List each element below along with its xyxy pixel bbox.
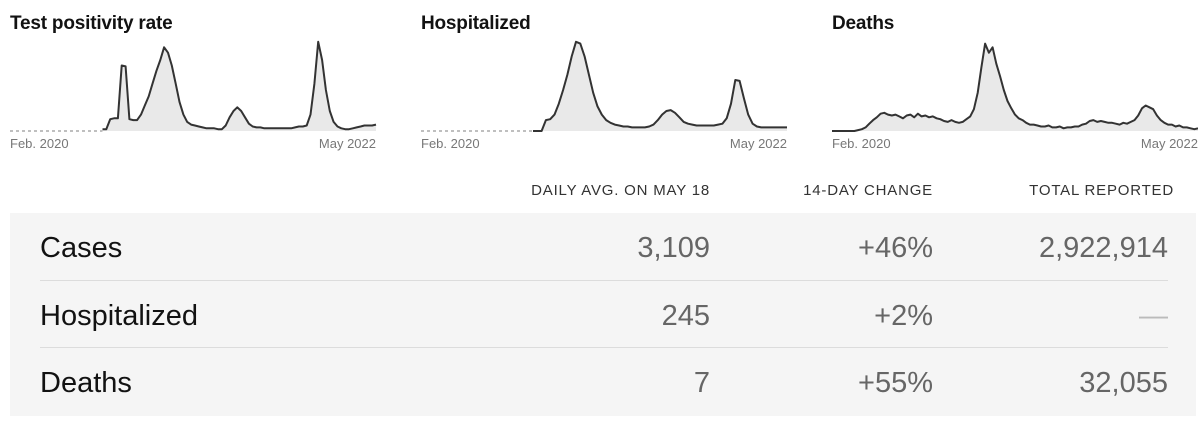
column-header-total-reported: TOTAL REPORTED	[1029, 182, 1174, 199]
daily-avg-value: 245	[661, 300, 710, 332]
change-value: +55%	[858, 367, 933, 399]
series-line	[102, 40, 377, 131]
row-divider	[40, 347, 1168, 348]
row-divider	[40, 280, 1168, 281]
chart-panel-deaths: Deaths Feb. 2020 May 2022	[832, 0, 1198, 160]
change-value: +46%	[858, 232, 933, 264]
total-value: 2,922,914	[1038, 232, 1168, 264]
total-value: —	[1139, 300, 1168, 332]
sparkline	[421, 40, 787, 132]
x-end-label: May 2022	[1140, 136, 1198, 151]
chart-title: Deaths	[832, 13, 895, 34]
sparkline	[832, 42, 1198, 132]
series-area	[102, 41, 376, 131]
change-value: +2%	[874, 300, 933, 332]
daily-avg-value: 3,109	[637, 232, 710, 264]
x-end-label: May 2022	[318, 136, 376, 151]
row-label: Cases	[40, 232, 123, 264]
series-line	[533, 40, 787, 132]
table-row-hospitalized: Hospitalized 245 +2% —	[0, 283, 1198, 349]
summary-table	[10, 213, 1196, 416]
column-header-daily-avg: DAILY AVG. ON MAY 18	[531, 182, 710, 199]
x-end-label: May 2022	[729, 136, 787, 151]
table-row-deaths: Deaths 7 +55% 32,055	[0, 350, 1198, 416]
series-line	[832, 42, 1198, 132]
chart-panel-hospitalized: Hospitalized Feb. 2020 May 2022	[421, 0, 787, 160]
chart-title: Test positivity rate	[10, 13, 173, 34]
total-value: 32,055	[1079, 367, 1168, 399]
row-label: Hospitalized	[40, 300, 198, 332]
x-start-label: Feb. 2020	[421, 136, 480, 151]
series-area	[832, 43, 1198, 131]
x-start-label: Feb. 2020	[832, 136, 891, 151]
chart-title: Hospitalized	[421, 13, 531, 34]
row-label: Deaths	[40, 367, 132, 399]
sparkline	[10, 40, 377, 132]
column-header-14-day-change: 14-DAY CHANGE	[803, 182, 933, 199]
daily-avg-value: 7	[693, 367, 710, 399]
x-start-label: Feb. 2020	[10, 136, 69, 151]
table-row-cases: Cases 3,109 +46% 2,922,914	[0, 215, 1198, 281]
chart-panel-test-positivity: Test positivity rate Feb. 2020 May 2022	[10, 0, 377, 160]
series-area	[532, 41, 787, 131]
